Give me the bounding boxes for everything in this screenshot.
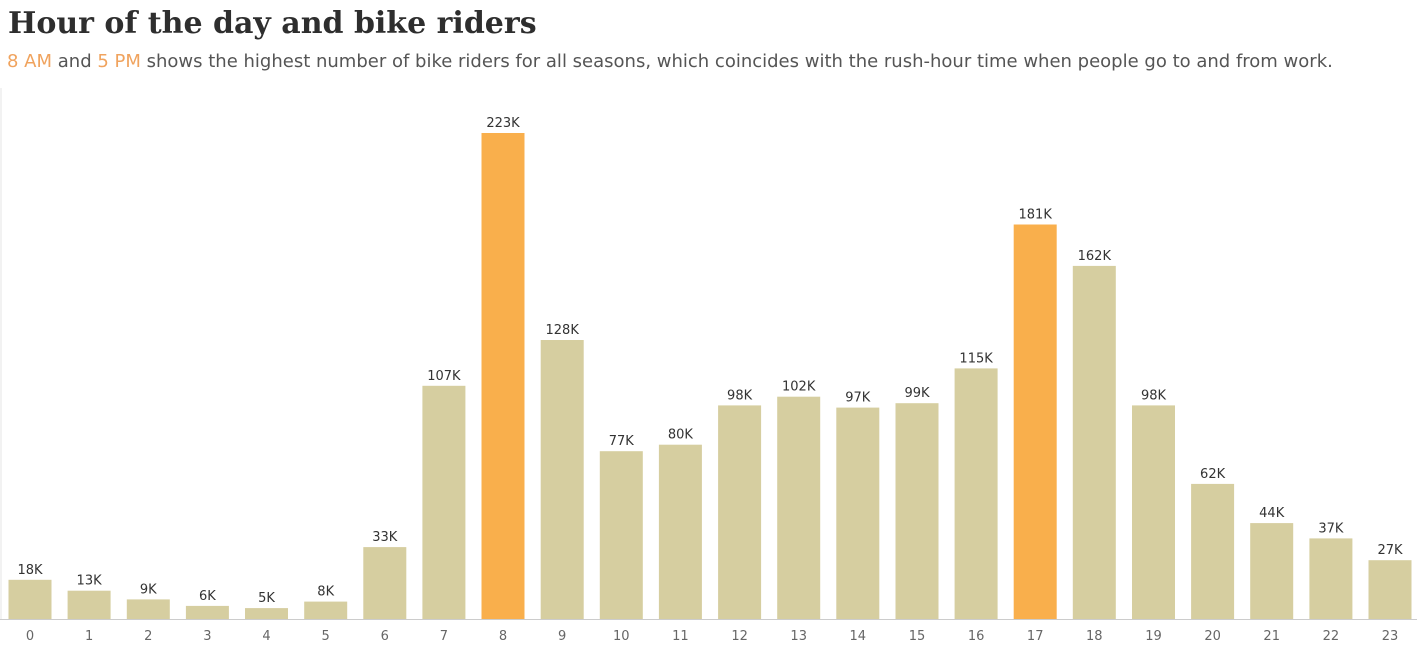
- bar-value-label-hour-23: 27K: [1377, 543, 1403, 558]
- x-tick-label-1: 1: [85, 629, 93, 644]
- bar-value-label-hour-9: 128K: [546, 323, 580, 338]
- x-tick-label-19: 19: [1145, 629, 1162, 644]
- bar-hour-7: [422, 385, 466, 619]
- bar-value-label-hour-0: 18K: [17, 563, 43, 578]
- x-tick-label-22: 22: [1323, 629, 1340, 644]
- bar-value-label-hour-6: 33K: [372, 530, 398, 545]
- bar-value-label-hour-5: 8K: [317, 585, 334, 600]
- chart-subtitle: 8 AM and 5 PM shows the highest number o…: [7, 51, 1333, 72]
- bar-value-label-hour-14: 97K: [845, 391, 871, 406]
- bar-value-label-hour-18: 162K: [1078, 249, 1112, 264]
- x-tick-label-7: 7: [440, 629, 448, 644]
- bar-value-label-hour-11: 80K: [668, 428, 694, 443]
- x-tick-label-14: 14: [850, 629, 867, 644]
- bar-hour-12: [718, 405, 762, 619]
- bar-hour-22: [1309, 538, 1353, 619]
- x-tick-label-18: 18: [1086, 629, 1103, 644]
- x-tick-label-0: 0: [26, 629, 34, 644]
- x-tick-label-12: 12: [731, 629, 748, 644]
- bar-hour-21: [1250, 523, 1294, 619]
- bar-value-label-hour-13: 102K: [782, 380, 816, 395]
- bar-hour-18: [1072, 265, 1116, 619]
- bar-hour-14: [836, 407, 880, 619]
- bar-hour-9: [540, 340, 584, 619]
- x-tick-label-9: 9: [558, 629, 566, 644]
- bar-value-label-hour-15: 99K: [904, 386, 930, 401]
- bar-value-label-hour-1: 13K: [77, 574, 103, 589]
- bar-value-label-hour-19: 98K: [1141, 388, 1167, 403]
- x-tick-label-21: 21: [1263, 629, 1280, 644]
- bar-hour-8: [481, 133, 525, 619]
- bar-hour-4: [245, 608, 288, 619]
- x-tick-label-13: 13: [790, 629, 807, 644]
- bar-value-label-hour-2: 9K: [140, 582, 157, 597]
- bar-value-label-hour-22: 37K: [1318, 521, 1344, 536]
- bar-value-label-hour-17: 181K: [1019, 208, 1053, 223]
- bar-hour-13: [777, 396, 821, 619]
- bar-hour-5: [304, 601, 348, 619]
- bar-hour-3: [185, 605, 229, 619]
- x-tick-label-4: 4: [262, 629, 270, 644]
- x-tick-label-17: 17: [1027, 629, 1044, 644]
- x-tick-label-20: 20: [1204, 629, 1221, 644]
- bar-hour-11: [658, 444, 702, 619]
- bar-hour-2: [126, 599, 170, 619]
- chart-title: Hour of the day and bike riders: [8, 6, 537, 41]
- x-tick-label-10: 10: [613, 629, 630, 644]
- bar-hour-17: [1013, 224, 1057, 619]
- x-tick-label-16: 16: [968, 629, 985, 644]
- bar-hour-23: [1368, 560, 1412, 619]
- bar-hour-0: [8, 579, 52, 619]
- bar-hour-20: [1191, 483, 1235, 619]
- bar-value-label-hour-16: 115K: [959, 351, 993, 366]
- bar-hour-15: [895, 403, 939, 619]
- x-tick-label-23: 23: [1382, 629, 1399, 644]
- bar-value-label-hour-21: 44K: [1259, 506, 1285, 521]
- bar-value-label-hour-12: 98K: [727, 388, 753, 403]
- subtitle-text-rest: shows the highest number of bike riders …: [140, 51, 1333, 72]
- bar-value-label-hour-10: 77K: [609, 434, 635, 449]
- bar-value-label-hour-3: 6K: [199, 589, 216, 604]
- bar-value-label-hour-20: 62K: [1200, 467, 1226, 482]
- subtitle-highlight-5pm: 5 PM: [97, 51, 141, 72]
- x-tick-label-15: 15: [909, 629, 926, 644]
- bar-hour-19: [1132, 405, 1175, 619]
- x-tick-label-11: 11: [672, 629, 689, 644]
- subtitle-highlight-8am: 8 AM: [7, 51, 53, 72]
- bar-value-label-hour-8: 223K: [486, 116, 520, 131]
- x-tick-label-5: 5: [322, 629, 330, 644]
- bar-value-label-hour-7: 107K: [427, 369, 461, 384]
- bar-hour-6: [363, 547, 407, 619]
- x-tick-label-3: 3: [203, 629, 211, 644]
- bar-hour-1: [67, 590, 111, 619]
- subtitle-text-and: and: [52, 51, 98, 72]
- bar-value-label-hour-4: 5K: [258, 591, 275, 606]
- x-tick-label-6: 6: [381, 629, 389, 644]
- bar-hour-10: [599, 451, 643, 619]
- x-tick-label-2: 2: [144, 629, 152, 644]
- x-tick-label-8: 8: [499, 629, 507, 644]
- bar-hour-16: [954, 368, 998, 619]
